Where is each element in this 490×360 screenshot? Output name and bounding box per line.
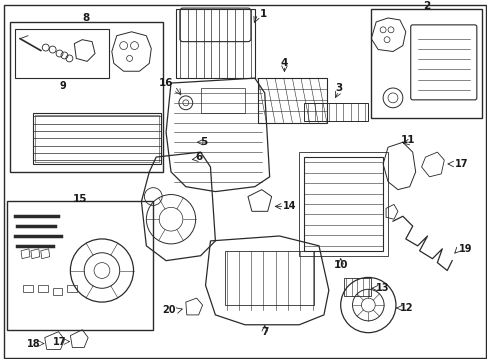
Bar: [10, 22, 163, 172]
Bar: [299, 152, 388, 256]
Bar: [200, 88, 245, 113]
Text: 13: 13: [376, 283, 390, 293]
Bar: [7, 202, 153, 330]
Bar: [33, 113, 161, 164]
Text: 11: 11: [400, 135, 415, 145]
Bar: [304, 157, 383, 251]
Text: 4: 4: [281, 58, 288, 68]
Text: 20: 20: [163, 305, 176, 315]
Text: 1: 1: [260, 9, 267, 19]
Text: 17: 17: [53, 337, 67, 347]
Bar: [343, 278, 371, 296]
Text: 10: 10: [333, 260, 348, 270]
Text: 17: 17: [455, 159, 468, 169]
Bar: [35, 114, 159, 162]
Text: 16: 16: [158, 78, 173, 88]
Text: 18: 18: [27, 338, 41, 348]
Text: 14: 14: [283, 201, 296, 211]
Text: 3: 3: [335, 83, 343, 93]
Text: 6: 6: [196, 152, 203, 162]
Text: 5: 5: [200, 137, 208, 147]
Text: 8: 8: [82, 13, 90, 23]
Text: 19: 19: [459, 244, 472, 254]
Bar: [23, 285, 33, 292]
Text: 2: 2: [423, 1, 430, 11]
Bar: [68, 285, 77, 292]
Text: 12: 12: [400, 303, 414, 313]
Bar: [15, 29, 109, 78]
Bar: [258, 78, 327, 122]
Text: 15: 15: [73, 194, 88, 203]
Bar: [52, 288, 63, 295]
Bar: [38, 285, 48, 292]
Bar: [304, 103, 368, 121]
Text: 9: 9: [59, 81, 66, 91]
Bar: [225, 251, 314, 305]
Bar: [176, 9, 255, 78]
Bar: [371, 9, 482, 118]
Text: 7: 7: [261, 327, 269, 337]
